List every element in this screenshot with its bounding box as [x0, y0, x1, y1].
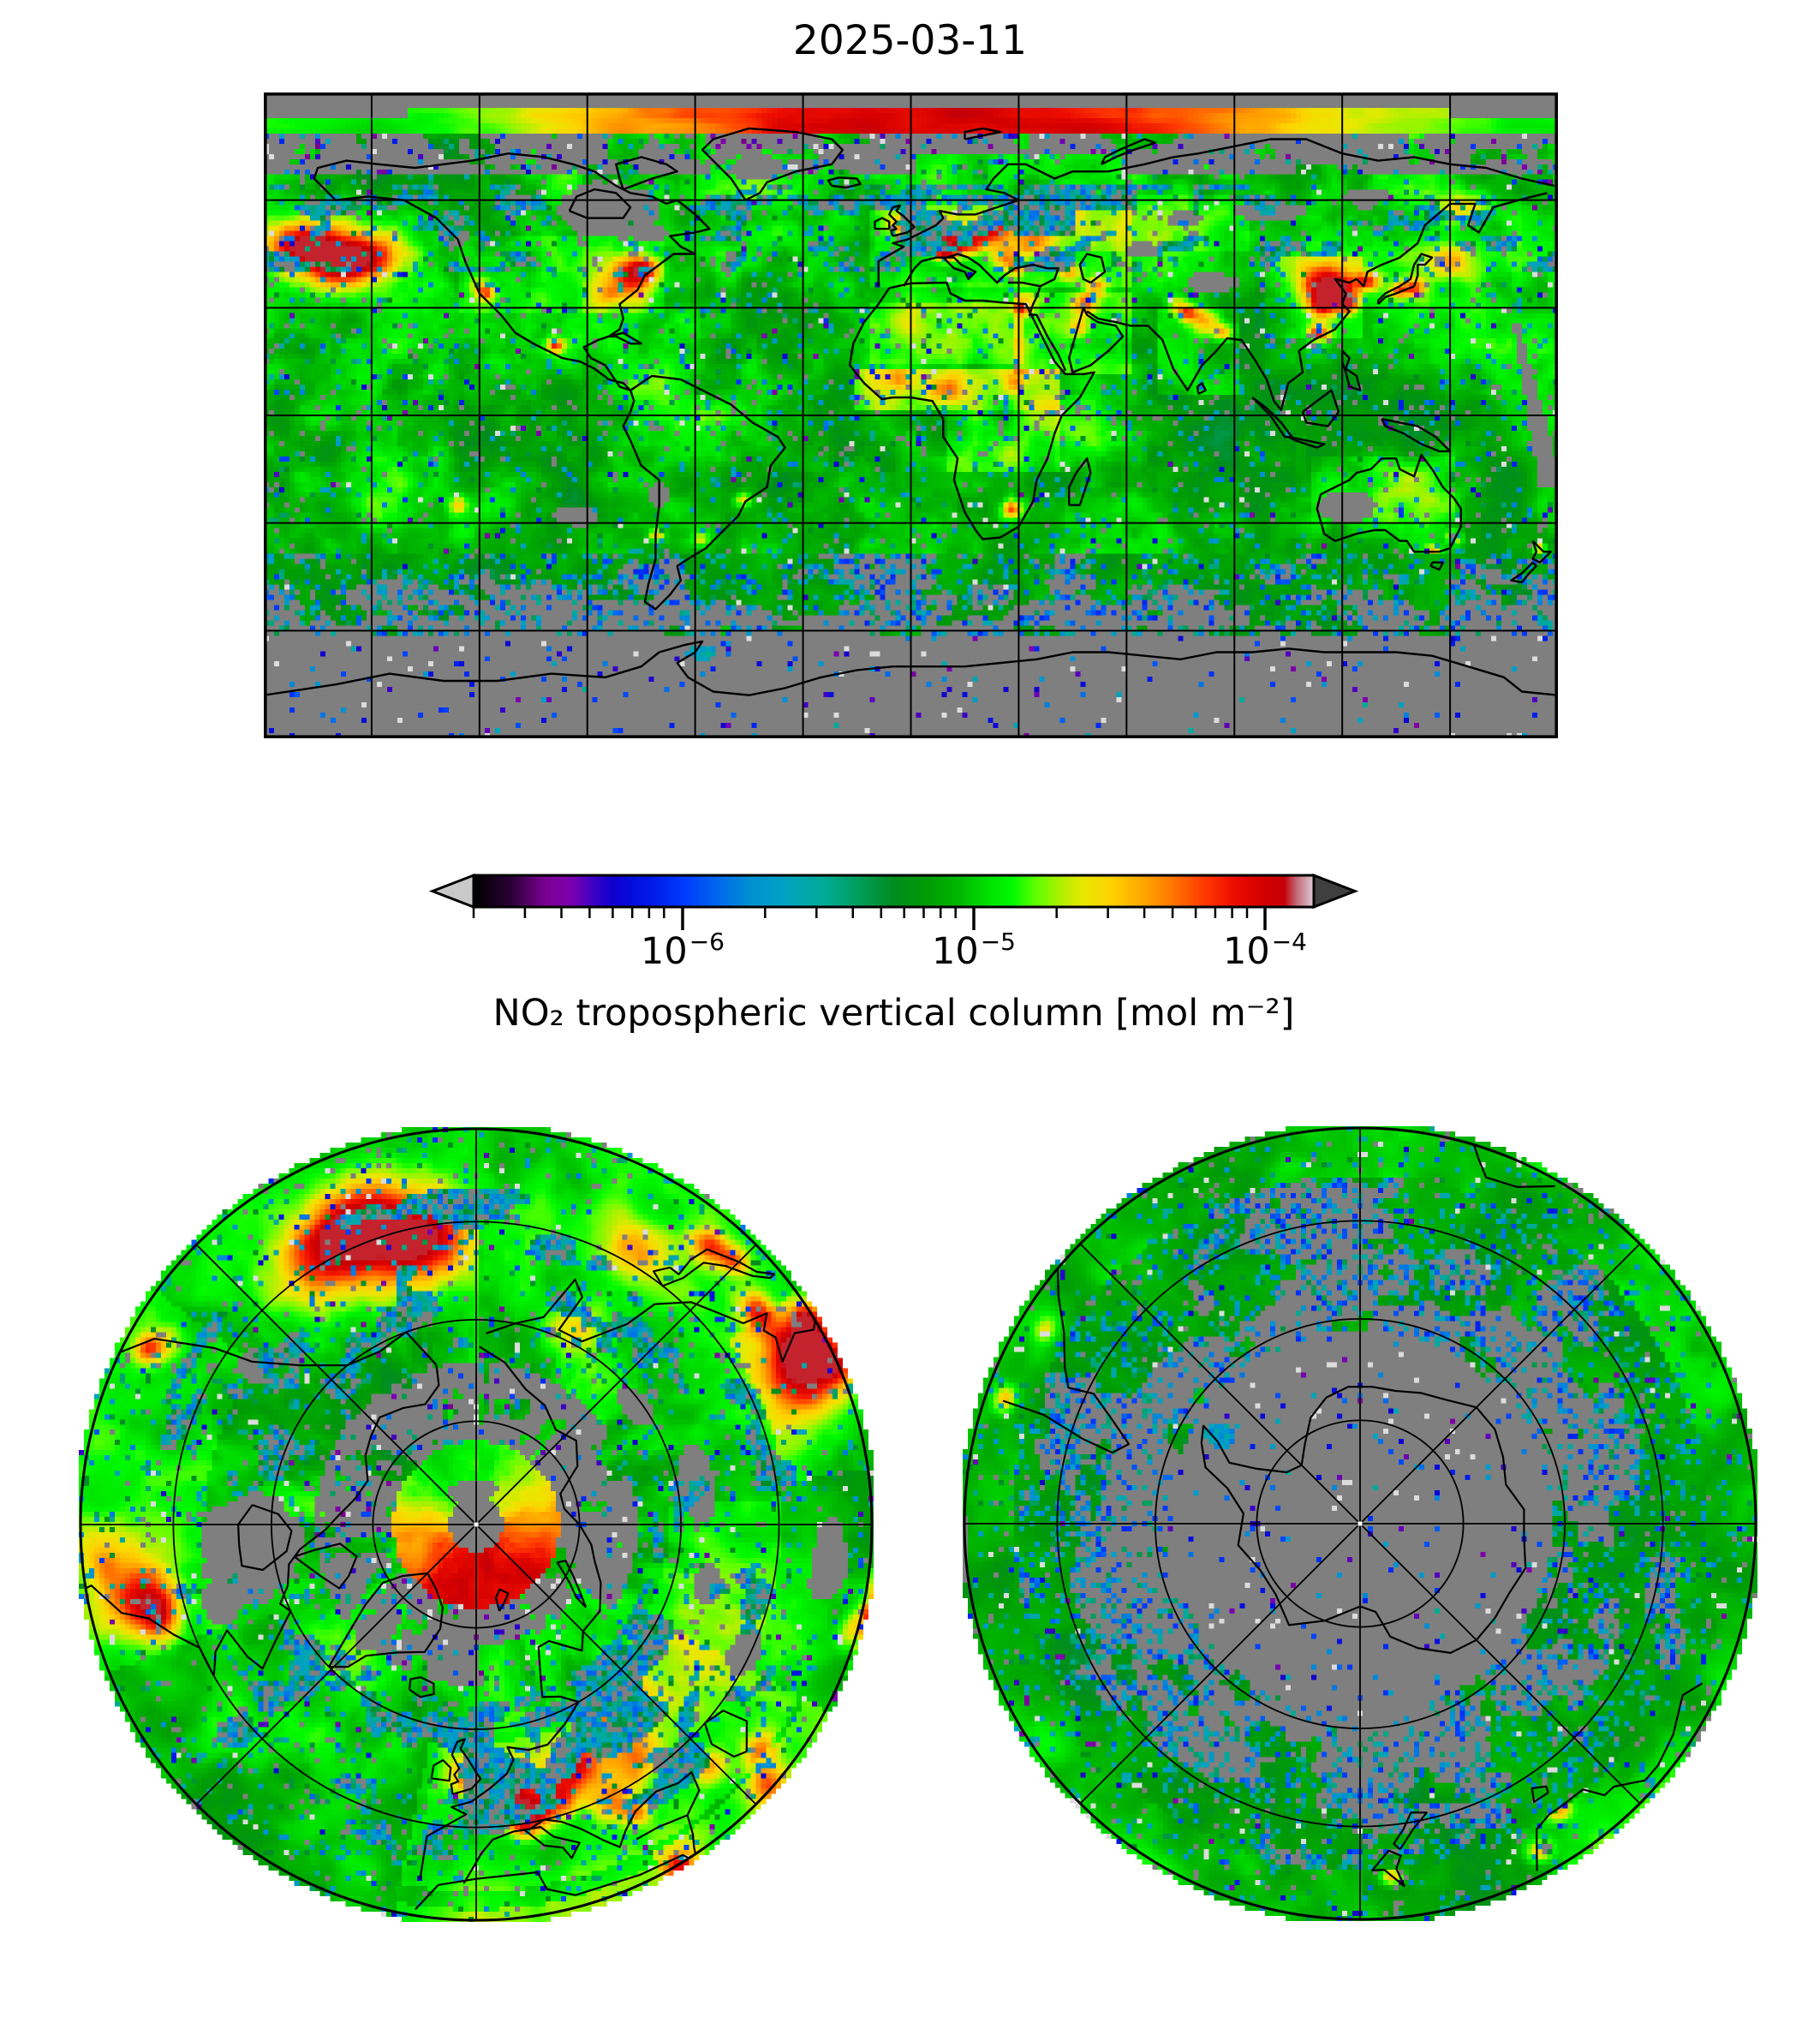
coastline-srilanka [1196, 382, 1207, 395]
coastline-na [81, 1331, 440, 1677]
tick-mantissa: 10 [1223, 930, 1270, 973]
coastline-baffin [293, 1543, 358, 1590]
coastline-baffin [615, 156, 678, 191]
colorbar-tick-label: 10−4 [1171, 928, 1359, 973]
colorbar-axis-label: NO₂ tropospheric vertical column [mol m⁻… [492, 992, 1295, 1035]
coastline-tasmania [1429, 561, 1444, 571]
coastline-antarctica [264, 640, 1558, 696]
coastline-novaya [1100, 138, 1157, 165]
coastline-borneo [1301, 389, 1340, 427]
coastline-greenland [701, 127, 844, 201]
coastline-medN [903, 253, 1059, 288]
south-polar-overlay [963, 1126, 1757, 1921]
polar-frame [79, 1127, 874, 1922]
coastline-asiaE [486, 1278, 818, 1789]
coastline-iceland [826, 176, 862, 189]
coastline-australia [1536, 1682, 1704, 1871]
colorbar-over-arrow [1312, 873, 1359, 910]
world-map [264, 92, 1558, 738]
tick-exponent: −4 [1271, 928, 1307, 956]
figure-title: 2025-03-11 [792, 17, 1028, 64]
coastline-australia [1316, 453, 1462, 553]
colorbar-frame [428, 873, 1359, 930]
colorbar-gradient [474, 875, 1314, 907]
coastline-levant [1028, 285, 1067, 372]
pole-marker [474, 1522, 479, 1527]
coastline-nzS [1510, 561, 1537, 583]
coastline-newguinea [1381, 418, 1452, 453]
coastline-italy [519, 1826, 581, 1859]
coastline-eurasiaN [877, 138, 1555, 287]
colorbar-tick-label: 10−5 [880, 928, 1068, 973]
coastline-ireland [430, 1759, 452, 1782]
coastline-nzN [1371, 1849, 1405, 1888]
coastline-uk [888, 204, 916, 237]
north-polar-map [79, 1127, 874, 1922]
world-map-overlay [264, 92, 1558, 738]
coastline-eurasiaN [419, 1346, 602, 1880]
coastline-levant [686, 1815, 711, 1868]
coastline-hudson [568, 188, 632, 219]
coastline-nzS [1393, 1811, 1428, 1851]
north-polar-overlay [79, 1127, 874, 1922]
coastline-italy [940, 256, 977, 280]
coastline-japan [653, 1248, 776, 1287]
coastline-africa [1465, 1129, 1555, 1188]
coastline-africa [415, 1853, 708, 1911]
coastline-tasmania [1531, 1785, 1549, 1804]
polar-frame [963, 1126, 1757, 1921]
coastline-madagascar [1068, 457, 1092, 506]
coastline-africa [848, 281, 1095, 540]
tick-exponent: −5 [980, 928, 1016, 956]
coastline-cuba [608, 331, 642, 345]
coastline-caspian [703, 1710, 748, 1758]
coastline-ireland [874, 217, 891, 230]
tick-exponent: −6 [689, 928, 725, 956]
coastline-sa [622, 374, 786, 611]
coastline-philippines [1341, 349, 1362, 391]
coastline-na [313, 152, 711, 391]
coastline-hudson [237, 1504, 293, 1572]
south-polar-map [963, 1126, 1757, 1921]
tick-mantissa: 10 [931, 930, 979, 973]
coastline-greenland [328, 1572, 444, 1668]
coastline-svalbard [494, 1588, 510, 1612]
colorbar-tick-label: 10−6 [588, 928, 777, 973]
coastline-sumatra [1251, 397, 1293, 439]
coastline-japan [1376, 253, 1434, 305]
coastline-novaya [556, 1560, 588, 1608]
coastline-java [1287, 435, 1326, 449]
coastline-svalbard [964, 127, 1002, 140]
coastline-uk [450, 1738, 482, 1795]
coastline-asiaE [1086, 192, 1548, 411]
colorbar-under-arrow [428, 873, 475, 910]
coastline-caspian [1078, 253, 1107, 284]
pole-marker [1358, 1521, 1363, 1526]
coastline-nzN [1531, 540, 1552, 564]
world-map-frame [264, 92, 1558, 738]
coastline-iceland [409, 1676, 435, 1698]
coastline-arabia [770, 1788, 785, 1793]
tick-mantissa: 10 [640, 930, 688, 973]
coastline-antarctica [1200, 1386, 1527, 1654]
coastline-sa [1002, 1250, 1131, 1454]
coastline-arabia [1068, 307, 1125, 373]
coastline-medN [462, 1771, 701, 1884]
